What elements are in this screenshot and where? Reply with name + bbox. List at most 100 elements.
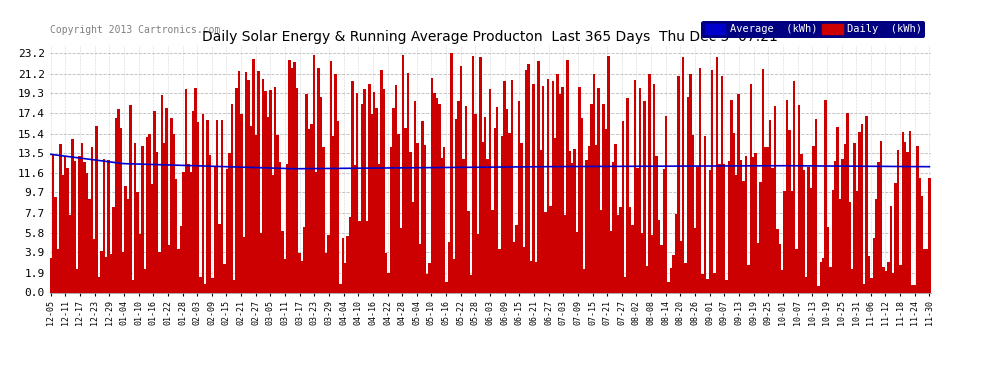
Bar [711,70,714,292]
Bar [236,88,238,292]
Bar [675,214,677,292]
Bar [318,69,320,292]
Bar [540,150,542,292]
Bar [761,69,764,292]
Bar [419,244,422,292]
Bar [375,108,378,292]
Bar [701,274,704,292]
Bar [875,199,877,292]
Bar [279,162,281,292]
Bar [224,264,226,292]
Bar [158,252,160,292]
Bar [907,152,909,292]
Bar [269,90,271,292]
Bar [335,74,337,292]
Bar [598,87,600,292]
Bar [868,256,870,292]
Bar [120,128,122,292]
Text: Copyright 2013 Cartronics.com: Copyright 2013 Cartronics.com [50,25,220,35]
Bar [783,190,786,292]
Bar [653,84,655,292]
Bar [825,100,827,292]
Bar [450,53,452,292]
Bar [105,257,108,292]
Bar [926,249,929,292]
Bar [422,120,424,292]
Bar [662,168,665,292]
Bar [172,134,175,292]
Bar [655,156,657,292]
Bar [441,158,443,292]
Bar [667,282,670,292]
Bar [882,267,885,292]
Bar [858,132,860,292]
Bar [180,226,182,292]
Bar [520,143,523,292]
Bar [637,168,639,292]
Bar [851,269,853,292]
Bar [894,183,897,292]
Bar [98,278,100,292]
Bar [404,128,407,292]
Bar [308,129,310,292]
Bar [578,87,580,292]
Bar [919,178,921,292]
Bar [817,286,820,292]
Bar [756,243,759,292]
Bar [877,162,880,292]
Bar [298,253,301,292]
Bar [885,271,887,292]
Bar [378,164,380,292]
Bar [747,265,749,292]
Bar [86,173,88,292]
Bar [573,149,576,292]
Bar [657,220,660,292]
Bar [808,167,810,292]
Bar [694,228,696,292]
Bar [754,153,756,292]
Bar [443,147,446,292]
Bar [904,142,907,292]
Bar [390,147,392,292]
Bar [525,70,528,292]
Bar [769,120,771,292]
Bar [911,285,914,292]
Bar [271,175,274,292]
Bar [723,164,726,292]
Bar [93,238,95,292]
Bar [301,261,303,292]
Bar [834,161,837,292]
Bar [644,101,645,292]
Bar [402,55,404,292]
Bar [356,93,358,292]
Bar [484,117,486,292]
Bar [728,161,731,292]
Bar [175,179,177,292]
Bar [503,81,506,292]
Bar [211,278,214,292]
Bar [293,62,296,292]
Bar [148,135,150,292]
Bar [645,266,648,292]
Bar [721,75,723,292]
Bar [134,143,137,292]
Bar [387,273,390,292]
Bar [64,156,66,292]
Bar [641,232,644,292]
Bar [51,154,54,292]
Bar [491,210,494,292]
Bar [870,278,872,292]
Bar [434,93,436,292]
Bar [446,282,447,292]
Bar [672,255,675,292]
Bar [467,211,469,292]
Bar [139,234,142,292]
Bar [916,146,919,292]
Bar [409,152,412,292]
Bar [305,94,308,292]
Bar [595,145,598,292]
Bar [798,105,800,292]
Bar [481,142,484,292]
Bar [853,143,855,292]
Bar [351,81,353,292]
